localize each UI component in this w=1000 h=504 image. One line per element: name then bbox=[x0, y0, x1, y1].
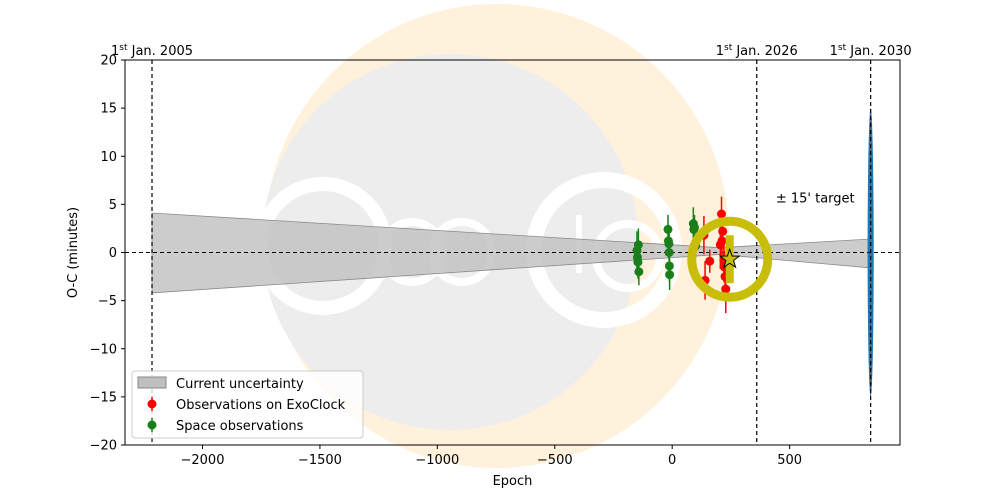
legend-entry: Current uncertainty bbox=[176, 377, 304, 392]
x-tick-label: −2000 bbox=[181, 453, 225, 468]
legend-box bbox=[131, 370, 364, 439]
data-point bbox=[633, 240, 643, 250]
data-point bbox=[665, 270, 675, 280]
y-tick-label: −20 bbox=[90, 439, 117, 454]
date-marker-label: 1st Jan. 2030 bbox=[830, 43, 912, 59]
data-point bbox=[721, 284, 731, 294]
x-tick-label: −500 bbox=[537, 453, 573, 468]
plot-area: ± 15' target bbox=[125, 60, 900, 445]
x-axis-label: Epoch bbox=[493, 474, 533, 489]
legend-marker bbox=[147, 420, 157, 430]
x-tick-label: −1000 bbox=[415, 453, 459, 468]
data-point bbox=[717, 236, 727, 246]
x-tick-label: 0 bbox=[668, 453, 676, 468]
y-tick-label: −5 bbox=[98, 294, 117, 309]
target-circle bbox=[687, 216, 773, 302]
legend-swatch bbox=[137, 376, 167, 389]
legend-marker bbox=[147, 399, 157, 409]
legend: Current uncertainty Observations on ExoCl… bbox=[131, 370, 364, 439]
x-tick-label: −1500 bbox=[298, 453, 342, 468]
legend-entry: Observations on ExoClock bbox=[176, 398, 346, 413]
y-tick-label: 15 bbox=[100, 102, 117, 117]
date-marker-label: 1st Jan. 2026 bbox=[716, 43, 798, 59]
y-tick-label: −10 bbox=[90, 342, 117, 357]
axes: 1st Jan. 2005 1st Jan. 2026 1st Jan. 2030 −… bbox=[66, 43, 912, 489]
data-point bbox=[705, 256, 715, 266]
star-marker bbox=[718, 247, 741, 269]
y-axis-label: O-C (minutes) bbox=[66, 207, 81, 298]
legend-entry: Space observations bbox=[176, 419, 304, 434]
x-tick-label: 500 bbox=[777, 453, 802, 468]
y-tick-label: 0 bbox=[109, 246, 117, 261]
y-tick-label: 5 bbox=[109, 198, 117, 213]
y-tick-label: 10 bbox=[100, 150, 117, 165]
y-tick-label: −15 bbox=[90, 390, 117, 405]
target-label: ± 15' target bbox=[776, 191, 855, 206]
data-point bbox=[633, 257, 643, 267]
date-marker-label: 1st Jan. 2005 bbox=[111, 43, 193, 59]
data-point bbox=[634, 267, 644, 277]
y-tick-label: 20 bbox=[100, 54, 117, 69]
data-point bbox=[690, 222, 700, 232]
